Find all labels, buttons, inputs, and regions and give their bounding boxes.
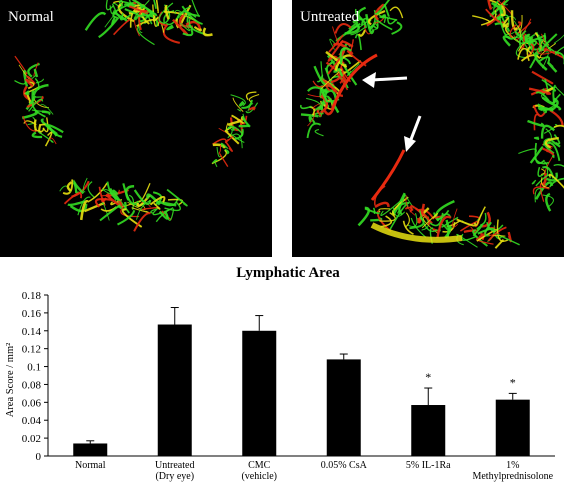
y-tick-label: 0 xyxy=(36,451,42,463)
bar xyxy=(411,405,446,456)
arrow-icon xyxy=(362,72,408,88)
y-tick-label: 0.06 xyxy=(22,397,42,409)
bar xyxy=(495,399,530,456)
x-tick-label: 0.05% CsA xyxy=(321,460,368,471)
x-tick-label: Normal xyxy=(75,460,106,471)
x-tick-label: 1% xyxy=(506,460,519,471)
x-tick-label: Untreated xyxy=(155,460,194,471)
y-tick-label: 0.18 xyxy=(22,290,42,302)
blood-vessel xyxy=(370,149,406,201)
overlap-vessel xyxy=(370,222,463,243)
y-tick-label: 0.16 xyxy=(22,308,42,320)
vessel-cluster xyxy=(84,0,213,46)
y-tick-label: 0.1 xyxy=(27,362,41,374)
blood-vessel xyxy=(330,53,378,111)
vessel-cluster xyxy=(211,91,260,168)
arrow-icon xyxy=(404,115,422,152)
bar xyxy=(157,324,192,456)
significance-marker: * xyxy=(510,375,516,389)
vessel-cluster xyxy=(472,0,564,73)
x-tick-label: 5% IL-1Ra xyxy=(406,460,451,471)
micrograph-untreated-image xyxy=(300,0,564,249)
micrograph-untreated: Untreated xyxy=(292,0,564,257)
micrograph-normal-image xyxy=(14,0,260,232)
x-tick-label: (Dry eye) xyxy=(155,471,194,482)
bar-chart-svg: Lymphatic Area Area Score / mm² 0 0.02 0.0… xyxy=(5,265,555,482)
chart-title: Lymphatic Area xyxy=(236,265,340,281)
vessel-cluster xyxy=(14,55,64,147)
vessel-cluster xyxy=(357,185,520,249)
y-tick-label: 0.12 xyxy=(22,344,41,356)
vessel-cluster xyxy=(300,24,367,139)
x-tick-label: (vehicle) xyxy=(241,471,277,482)
panel-label-normal: Normal xyxy=(8,9,54,25)
panel-label-untreated: Untreated xyxy=(300,9,360,25)
significance-marker: * xyxy=(425,370,431,384)
vessel-cluster xyxy=(518,70,564,212)
y-tick-label: 0.14 xyxy=(22,326,42,338)
bar xyxy=(242,330,277,456)
x-tick-label: CMC xyxy=(248,460,271,471)
bar xyxy=(326,359,361,456)
lymphatic-area-chart: Lymphatic Area Area Score / mm² 0 0.02 0.0… xyxy=(0,260,565,482)
micrograph-normal: Normal xyxy=(0,0,272,257)
bar xyxy=(73,443,108,456)
y-tick-label: 0.02 xyxy=(22,433,41,445)
y-tick-label: 0.04 xyxy=(22,415,42,427)
vessel-cluster xyxy=(59,177,188,232)
x-tick-label: Methylprednisolone xyxy=(472,471,553,482)
y-tick-label: 0.08 xyxy=(22,379,42,391)
vessel-cluster xyxy=(334,0,404,37)
y-axis-title: Area Score / mm² xyxy=(5,343,16,418)
